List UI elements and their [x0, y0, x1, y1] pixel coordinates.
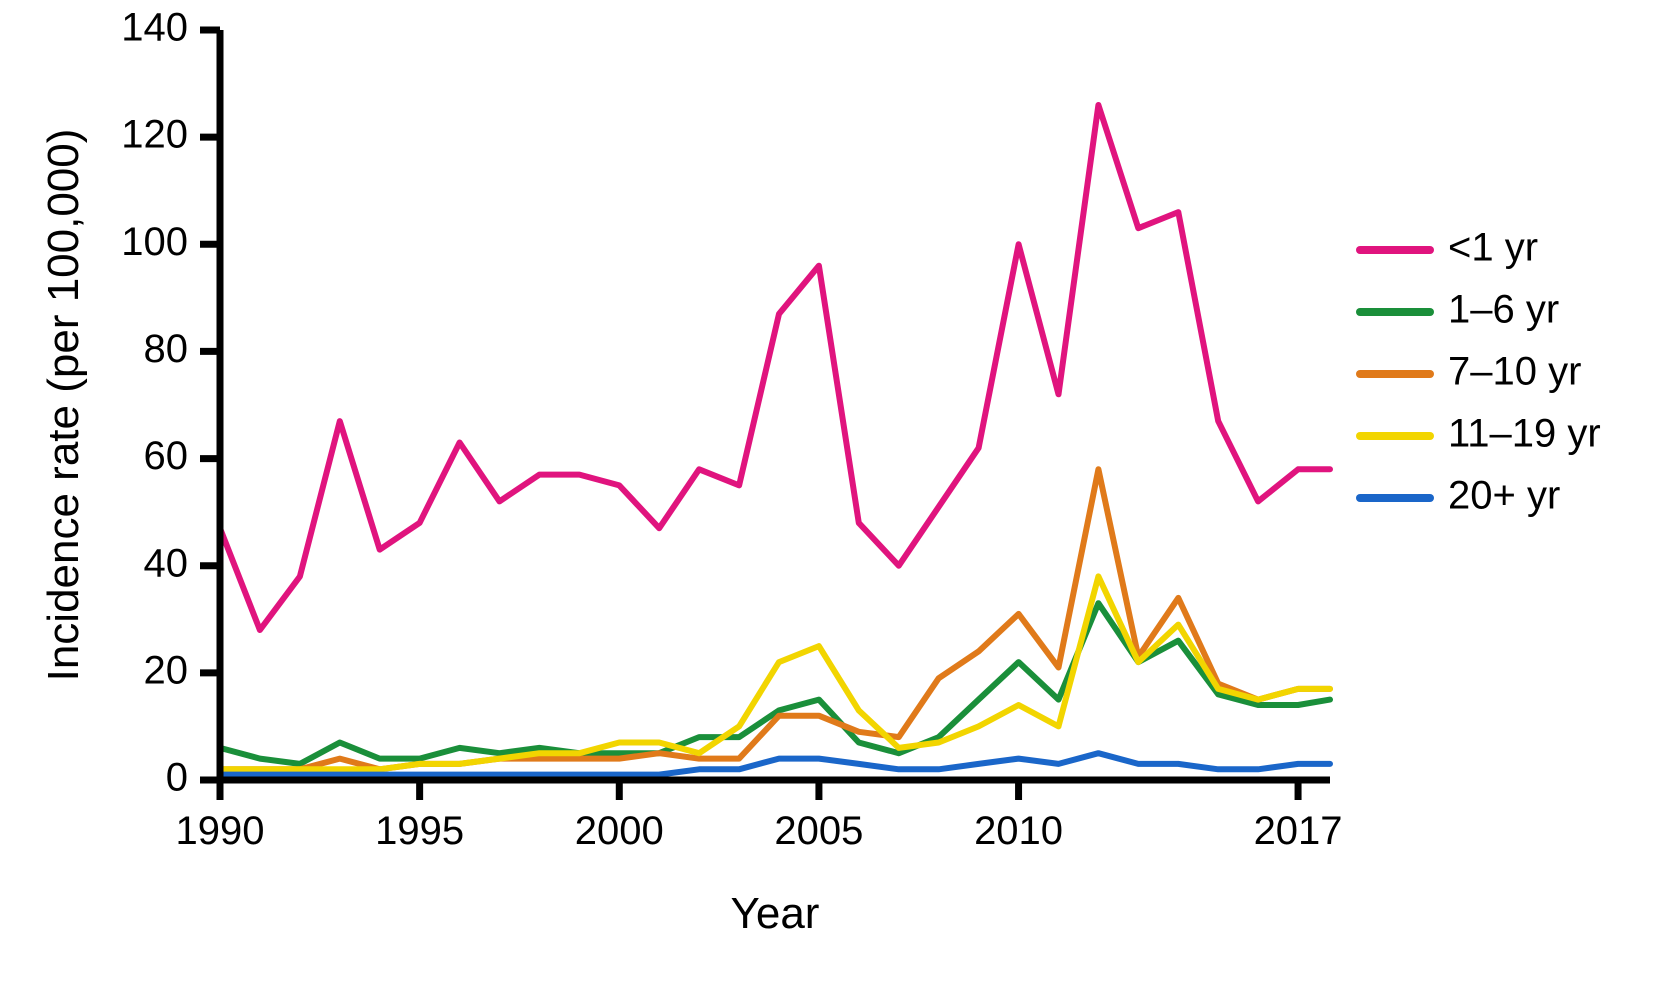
x-axis-label: Year — [731, 889, 820, 938]
chart-svg: 0 20 40 60 80 100 120 140 1990 1995 2000 2005 2010 20… — [0, 0, 1667, 998]
legend-label-7to10: 7–10 yr — [1448, 350, 1581, 394]
legend-label-20plus: 20+ yr — [1448, 474, 1560, 518]
y-tick-label: 80 — [144, 327, 189, 371]
legend-label-lt1: <1 yr — [1448, 226, 1538, 270]
x-tick-label: 2005 — [774, 809, 863, 853]
legend-label-1to6: 1–6 yr — [1448, 288, 1559, 332]
legend-label-11to19: 11–19 yr — [1448, 412, 1601, 456]
y-tick-label: 20 — [144, 648, 189, 692]
y-tick-label: 40 — [144, 541, 189, 585]
incidence-line-chart: 0 20 40 60 80 100 120 140 1990 1995 2000 2005 2010 20… — [0, 0, 1667, 998]
x-tick-label: 1995 — [375, 809, 464, 853]
x-tick-label: 2010 — [974, 809, 1063, 853]
y-tick-label: 140 — [121, 6, 188, 50]
x-tick-label: 2017 — [1254, 809, 1343, 853]
y-tick-label: 60 — [144, 434, 189, 478]
y-axis-label: Incidence rate (per 100,000) — [39, 129, 88, 682]
y-tick-label: 100 — [121, 220, 188, 264]
x-tick-label: 1990 — [176, 809, 265, 853]
x-tick-label: 2000 — [575, 809, 664, 853]
y-tick-label: 0 — [166, 756, 188, 800]
y-tick-label: 120 — [121, 113, 188, 157]
